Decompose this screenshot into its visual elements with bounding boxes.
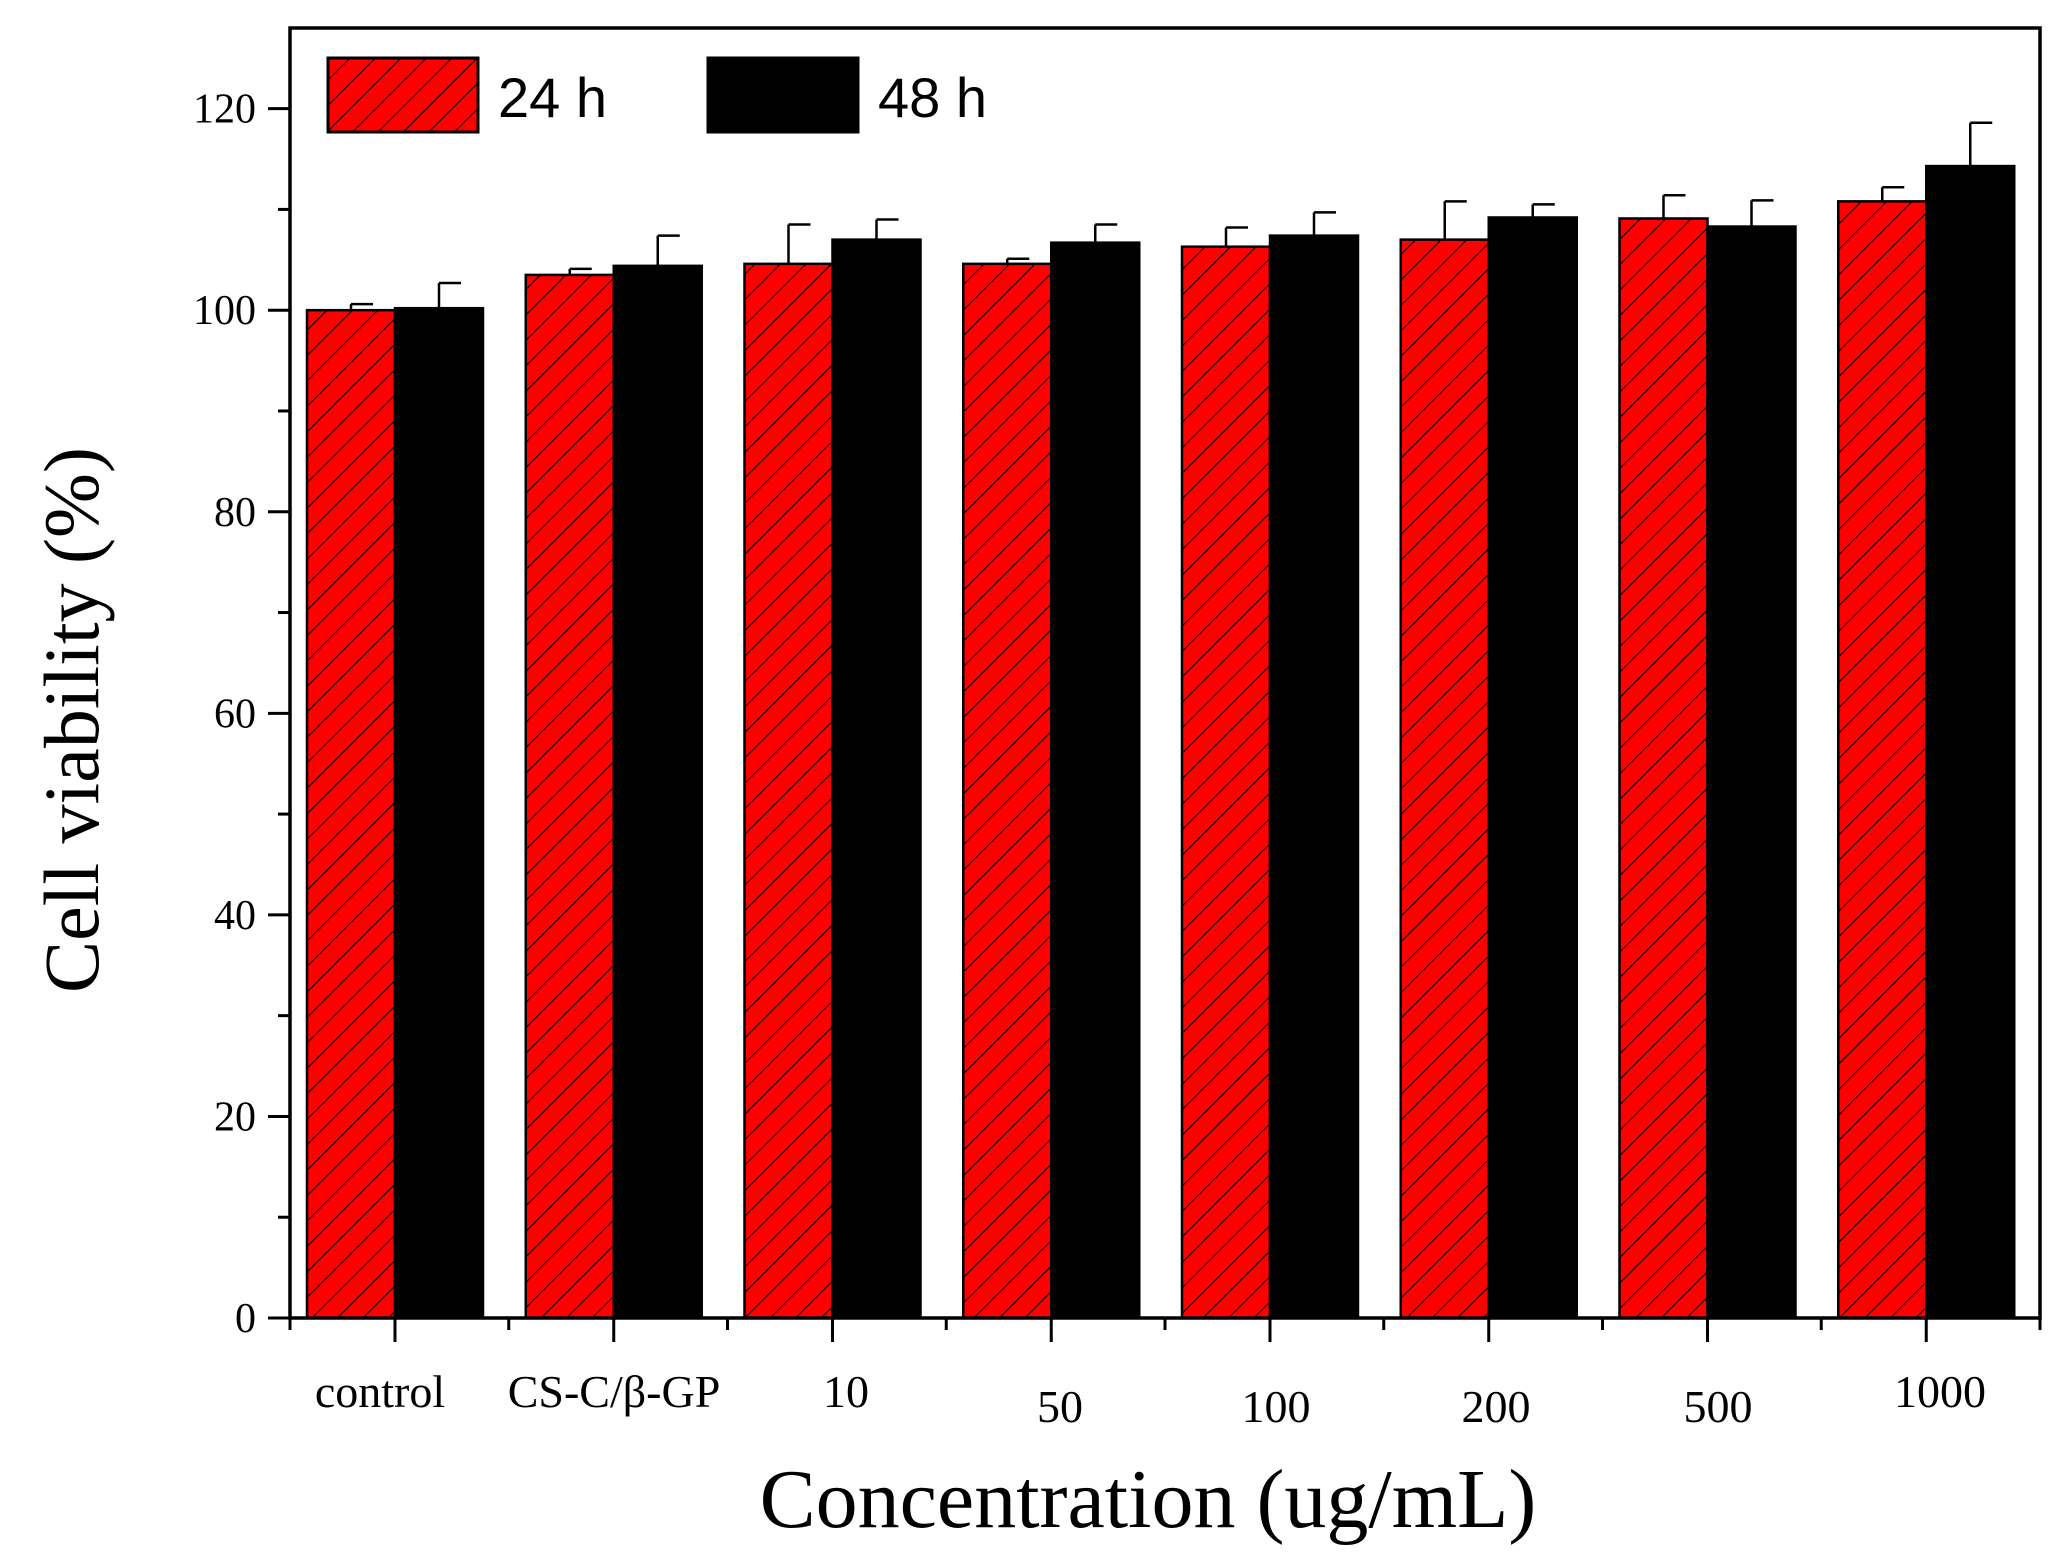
bar-48h-1 bbox=[612, 264, 703, 1320]
bar-24h-4 bbox=[1180, 245, 1272, 1320]
bar-24h-2 bbox=[743, 262, 834, 1320]
x-category-label-3: 50 bbox=[1037, 1381, 1083, 1432]
bar-48h-0 bbox=[393, 306, 485, 1320]
x-category-label-2: 10 bbox=[823, 1366, 869, 1417]
bar-48h-2 bbox=[831, 238, 922, 1320]
x-axis-title: Concentration (ug/mL) bbox=[760, 1453, 1537, 1546]
x-category-label-7: 1000 bbox=[1894, 1366, 1986, 1417]
legend-swatch-48h bbox=[706, 56, 860, 134]
y-tick-label: 100 bbox=[193, 288, 256, 334]
x-category-label-5: 200 bbox=[1462, 1381, 1531, 1432]
x-category-label-1: CS-C/β-GP bbox=[508, 1366, 721, 1417]
x-category-label-0: control bbox=[315, 1366, 445, 1417]
legend-label-48h: 48 h bbox=[878, 66, 987, 129]
legend-swatch-24h bbox=[326, 56, 480, 134]
bar-48h-7 bbox=[1925, 164, 2016, 1320]
y-tick-label: 20 bbox=[214, 1094, 256, 1140]
bar-24h-7 bbox=[1837, 200, 1928, 1320]
y-tick-label: 80 bbox=[214, 490, 256, 536]
y-tick-label: 40 bbox=[214, 893, 256, 939]
bar-24h-0 bbox=[305, 308, 397, 1320]
bar-48h-4 bbox=[1268, 234, 1360, 1320]
x-category-label-4: 100 bbox=[1242, 1381, 1311, 1432]
x-category-label-6: 500 bbox=[1684, 1381, 1753, 1432]
y-tick-label: 120 bbox=[193, 87, 256, 133]
bar-48h-3 bbox=[1050, 241, 1141, 1320]
plot-area: 0 20 40 60 80 100 120 control CS-C/β-GP 10 50 100 20… bbox=[193, 26, 2042, 1432]
bar-24h-5 bbox=[1399, 238, 1490, 1320]
bar-24h-3 bbox=[962, 262, 1053, 1320]
bar-24h-1 bbox=[524, 273, 615, 1320]
legend: 24 h 48 h bbox=[326, 56, 987, 134]
y-axis-title: Cell viability (%) bbox=[28, 447, 115, 993]
bar-48h-5 bbox=[1487, 216, 1578, 1320]
y-tick-label: 0 bbox=[235, 1296, 256, 1342]
y-tick-label: 60 bbox=[214, 691, 256, 737]
bar-48h-6 bbox=[1706, 225, 1797, 1320]
legend-label-24h: 24 h bbox=[498, 66, 607, 129]
bar-24h-6 bbox=[1618, 217, 1709, 1320]
